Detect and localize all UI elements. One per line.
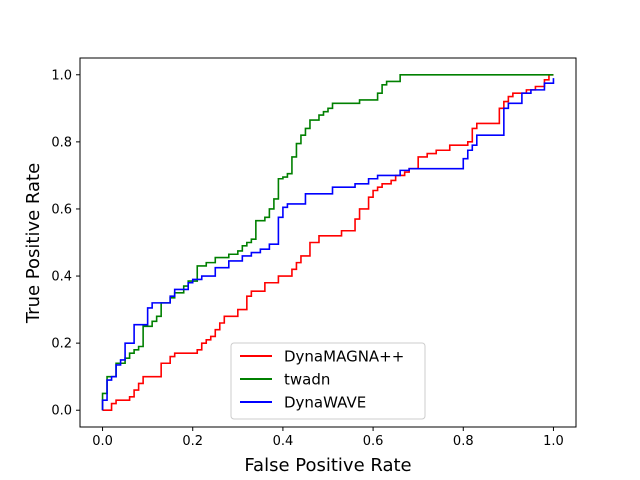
x-tick-label: 1.0 [543,434,564,449]
series-lines [101,73,555,412]
series-line-0 [102,73,554,412]
series-line-1 [101,73,554,411]
x-tick-label: 0.4 [273,434,294,449]
y-tick-label: 0.6 [51,202,72,217]
x-tick-label: 0.8 [453,434,474,449]
y-tick-label: 1.0 [51,68,72,83]
x-axis-ticks: 0.0 0.2 0.4 0.6 0.8 1.0 [92,427,564,449]
legend-box [230,342,426,420]
legend-label: DynaWAVE [284,394,366,412]
legend: DynaMAGNA++ twadn DynaWAVE [230,342,426,420]
y-tick-label: 0.0 [51,404,72,419]
plot-frame [79,57,577,428]
x-axis-title: False Positive Rate [244,455,411,476]
y-axis-title: True Positive Rate [23,163,44,324]
x-tick-label: 0.2 [182,434,203,449]
y-axis-ticks: 0.0 0.2 0.4 0.6 0.8 1.0 [51,68,80,419]
y-tick-label: 0.2 [51,337,72,352]
legend-label: DynaMAGNA++ [284,348,404,366]
y-tick-label: 0.4 [51,270,72,285]
legend-label: twadn [284,371,330,389]
series-line-2 [101,78,555,411]
x-tick-label: 0.6 [363,434,384,449]
x-tick-label: 0.0 [92,434,113,449]
y-tick-label: 0.8 [51,135,72,150]
